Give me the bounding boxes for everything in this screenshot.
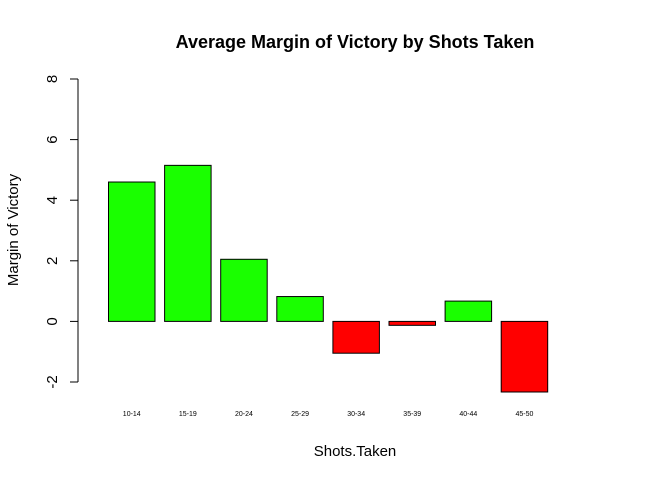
y-tick-label: 4 (44, 196, 61, 204)
bar-30-34 (332, 320, 380, 354)
y-axis: -2 0 2 4 6 8 (44, 75, 79, 389)
x-tick-label: 40-44 (459, 411, 477, 418)
x-tick-label: 10-14 (123, 411, 141, 418)
y-tick-label: -2 (44, 375, 61, 388)
bar-15-19 (164, 164, 212, 322)
chart-title: Average Margin of Victory by Shots Taken (176, 32, 535, 52)
bar-40-44 (444, 300, 493, 322)
y-tick-label: 6 (44, 135, 61, 143)
bar-20-24 (220, 258, 268, 322)
bar-35-39 (388, 320, 436, 326)
x-tick-label: 20-24 (235, 411, 253, 418)
y-tick-label: 8 (44, 75, 61, 83)
y-tick-label: 2 (44, 257, 61, 265)
x-tick-label: 30-34 (347, 411, 365, 418)
x-tick-labels: 10-14 15-19 20-24 25-29 30-34 35-39 40-44 45-50 (123, 411, 534, 418)
y-tick-label: 0 (44, 317, 61, 325)
y-axis-label: Margin of Victory (5, 173, 22, 286)
x-tick-label: 25-29 (291, 411, 309, 418)
x-tick-label: 45-50 (515, 411, 533, 418)
x-tick-label: 35-39 (403, 411, 421, 418)
x-axis-label: Shots.Taken (314, 443, 397, 460)
bar-25-29 (276, 296, 324, 322)
bar-10-14 (108, 181, 156, 322)
bar-45-50 (500, 320, 549, 393)
bars (108, 164, 549, 393)
x-tick-label: 15-19 (179, 411, 197, 418)
